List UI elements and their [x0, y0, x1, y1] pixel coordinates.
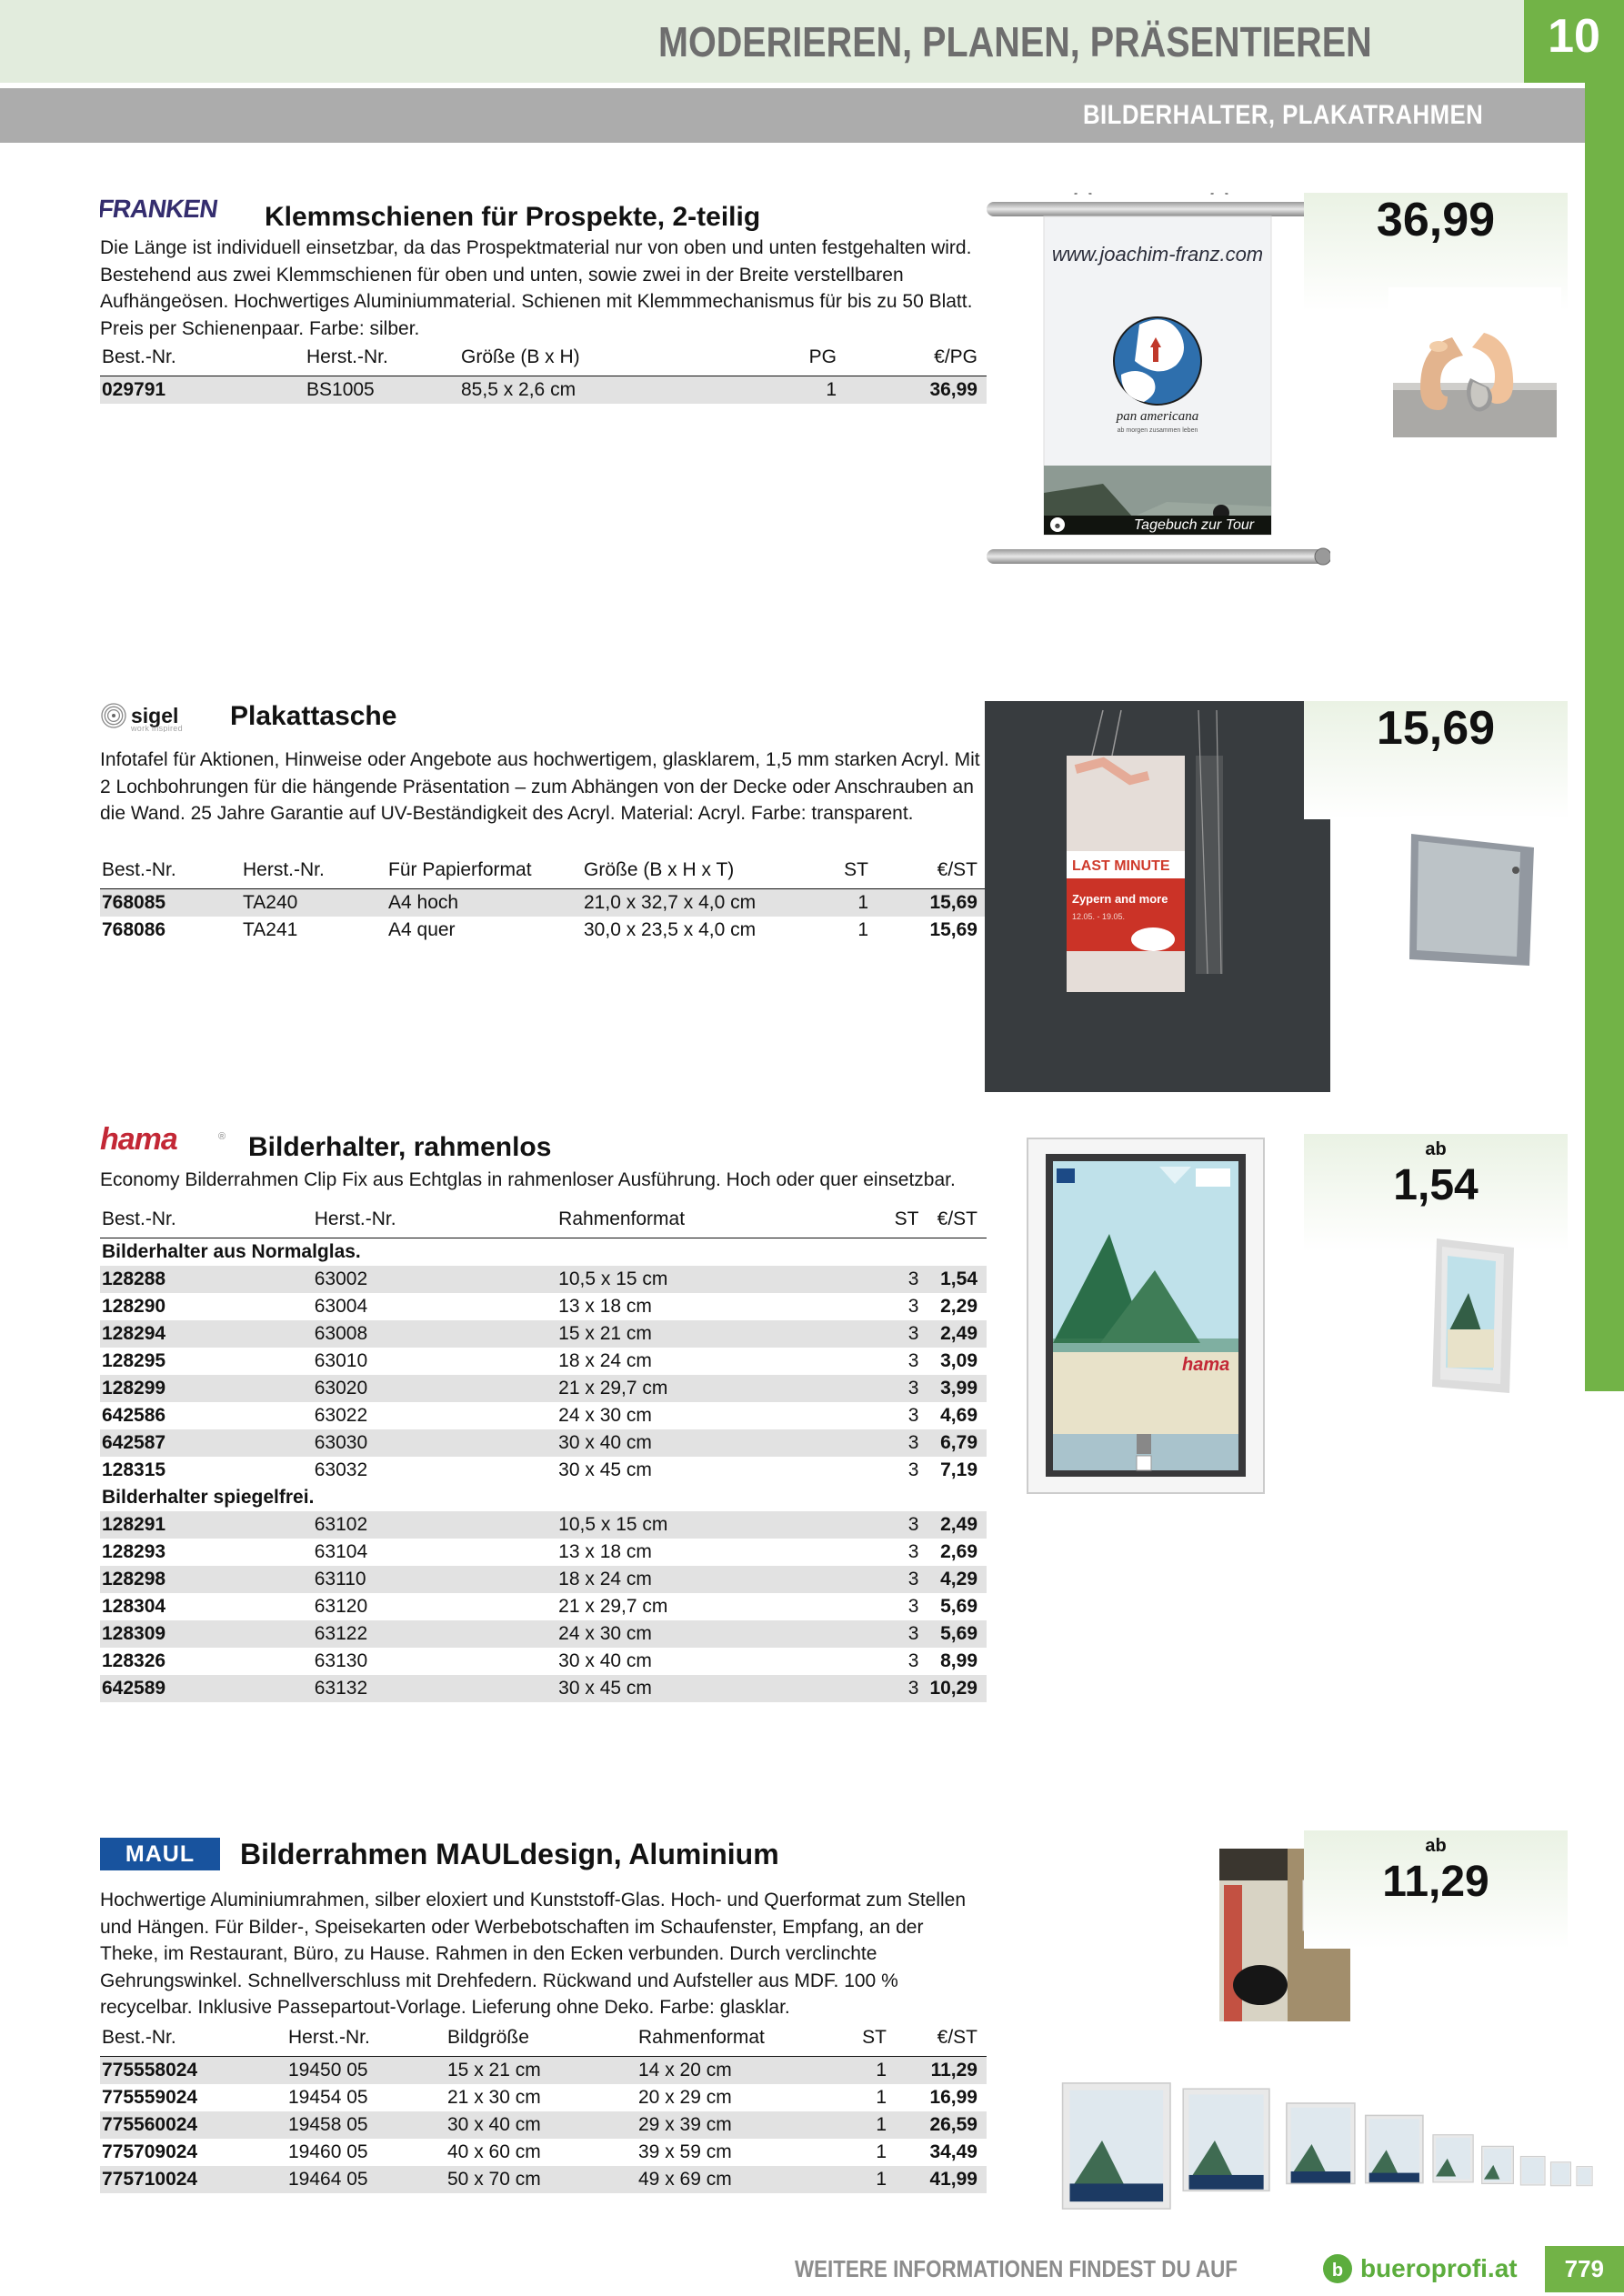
svg-text:b: b: [1332, 2261, 1343, 2281]
svg-text:Tagebuch zur Tour: Tagebuch zur Tour: [1134, 517, 1255, 533]
svg-text:ab morgen zusammen leben: ab morgen zusammen leben: [1118, 427, 1198, 434]
svg-text:12.05. - 19.05.: 12.05. - 19.05.: [1072, 912, 1125, 921]
svg-text:Zypern and more: Zypern and more: [1072, 892, 1168, 906]
svg-text:pan americana: pan americana: [1116, 409, 1198, 424]
svg-text:hama: hama: [1182, 1355, 1229, 1375]
svg-text:FRANKEN: FRANKEN: [100, 195, 219, 223]
svg-text:☻: ☻: [1053, 521, 1061, 530]
svg-text:®: ®: [218, 1131, 226, 1142]
svg-text:LAST MINUTE: LAST MINUTE: [1072, 858, 1170, 874]
svg-text:MAUL: MAUL: [125, 1841, 195, 1867]
svg-text:www.joachim-franz.com: www.joachim-franz.com: [1052, 243, 1263, 266]
svg-text:work inspired: work inspired: [130, 724, 183, 732]
svg-text:hama: hama: [100, 1125, 177, 1156]
